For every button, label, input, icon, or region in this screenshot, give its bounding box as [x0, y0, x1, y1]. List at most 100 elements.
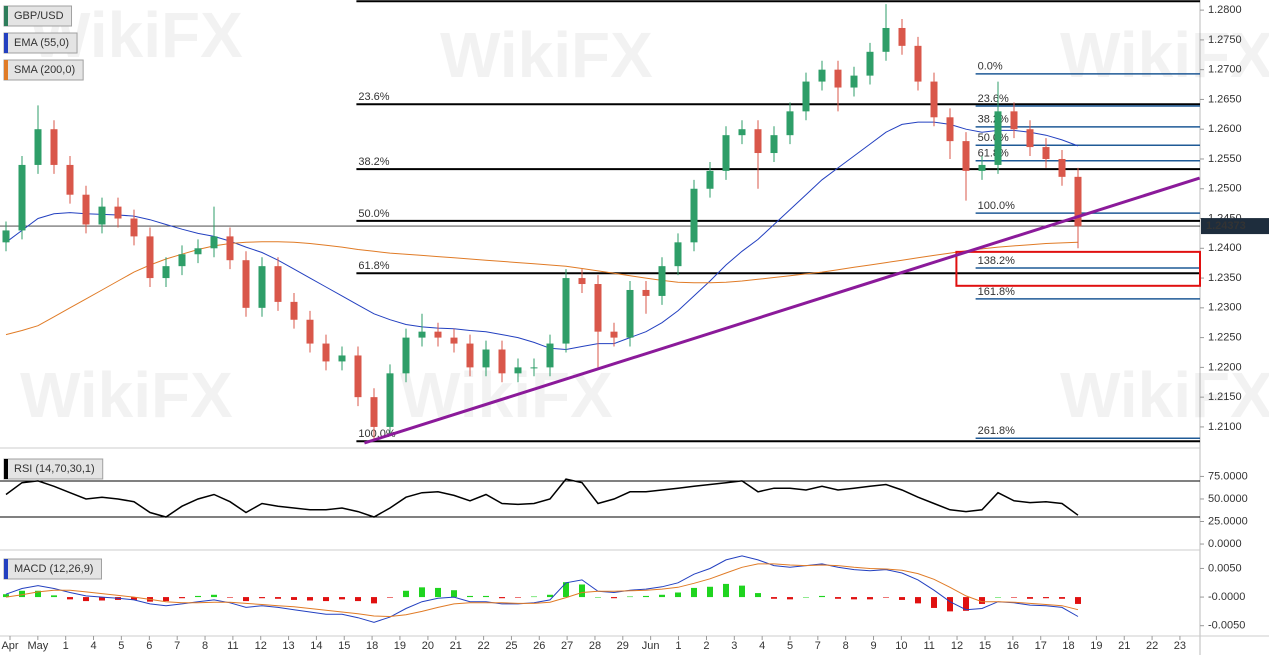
candle-body: [594, 284, 602, 332]
candle-body: [850, 75, 858, 88]
x-tick-label: May: [27, 640, 48, 652]
macd-histogram-bar: [659, 594, 665, 598]
macd-histogram-bar: [803, 597, 809, 598]
x-tick-label: 25: [505, 640, 517, 652]
legend-label: GBP/USD: [14, 10, 64, 22]
y-tick-label: 50.0000: [1208, 493, 1248, 505]
indicator-line: [5, 241, 1079, 336]
x-tick-label: 20: [422, 640, 434, 652]
watermark: WikiFX: [1060, 19, 1269, 91]
macd-histogram-bar: [867, 597, 873, 600]
x-tick-label: 28: [589, 640, 601, 652]
candle-body: [930, 81, 938, 118]
x-tick-label: 15: [338, 640, 350, 652]
candle-body: [162, 266, 170, 279]
y-tick-label: -0.0050: [1208, 620, 1245, 632]
y-tick-label: 1.2750: [1208, 34, 1242, 46]
candle-body: [82, 194, 90, 225]
candle-body: [242, 260, 250, 308]
x-tick-label: 5: [787, 640, 793, 652]
legend-label: MACD (12,26,9): [14, 563, 93, 575]
candle-body: [66, 164, 74, 195]
candle-body: [450, 337, 458, 344]
fib-label: 38.2%: [358, 156, 389, 168]
macd-histogram-bar: [243, 597, 249, 602]
x-tick-label: 18: [1062, 640, 1074, 652]
macd-histogram-bar: [371, 597, 377, 604]
macd-histogram-bar: [467, 595, 473, 598]
candle-body: [2, 230, 10, 243]
candle-body: [50, 129, 58, 165]
watermark: WikiFX: [1060, 359, 1269, 431]
y-tick-label: 1.2100: [1208, 421, 1242, 433]
macd-histogram-bar: [851, 597, 857, 600]
candle-body: [290, 301, 298, 320]
candle-body: [642, 289, 650, 296]
candle-body: [674, 242, 682, 267]
x-tick-label: 17: [1035, 640, 1047, 652]
y-tick-label: 1.2400: [1208, 242, 1242, 254]
macd-histogram-bar: [499, 597, 505, 599]
macd-histogram-bar: [1043, 597, 1049, 599]
macd-histogram-bar: [83, 597, 89, 602]
x-tick-label: 4: [759, 640, 765, 652]
candle-body: [306, 319, 314, 344]
candle-body: [898, 27, 906, 46]
macd-histogram-bar: [979, 597, 985, 604]
candle-body: [370, 397, 378, 427]
watermark: WikiFX: [20, 359, 233, 431]
macd-histogram-bar: [675, 592, 681, 598]
y-tick-label: 1.2700: [1208, 64, 1242, 76]
candle-body: [386, 373, 394, 427]
x-tick-label: 8: [202, 640, 208, 652]
macd-histogram-bar: [67, 597, 73, 600]
macd-histogram-bar: [483, 595, 489, 598]
macd-histogram-bar: [35, 590, 41, 598]
x-tick-label: 11: [227, 640, 238, 652]
macd-histogram-bar: [995, 597, 1001, 598]
fib-label: 138.2%: [978, 255, 1016, 267]
macd-histogram-bar: [211, 594, 217, 598]
y-tick-label: 1.2200: [1208, 361, 1242, 373]
macd-histogram-bar: [51, 595, 57, 598]
candle-body: [1010, 111, 1018, 130]
y-tick-label: 1.2500: [1208, 183, 1242, 195]
x-tick-label: Jun: [642, 640, 660, 652]
candle-body: [1074, 176, 1082, 227]
x-tick-label: 1: [675, 640, 681, 652]
candle-body: [690, 188, 698, 243]
x-tick-label: 13: [282, 640, 294, 652]
candle-body: [834, 69, 842, 88]
y-tick-label: 1.2550: [1208, 153, 1242, 165]
indicator-line: [5, 121, 1079, 351]
fib-label: 161.8%: [978, 286, 1016, 298]
fib-label: 0.0%: [978, 61, 1003, 73]
candle-body: [210, 236, 218, 249]
fib-label: 61.8%: [358, 260, 389, 272]
macd-histogram-bar: [355, 597, 361, 602]
candle-body: [498, 349, 506, 374]
candle-body: [962, 141, 970, 171]
candle-body: [402, 337, 410, 374]
x-tick-label: 23: [1174, 640, 1186, 652]
macd-histogram-bar: [707, 586, 713, 598]
candle-body: [706, 170, 714, 189]
macd-histogram-bar: [1027, 597, 1033, 599]
candle-body: [978, 164, 986, 171]
x-tick-label: 11: [923, 640, 934, 652]
candle-body: [34, 129, 42, 165]
macd-histogram-bar: [259, 597, 265, 599]
x-tick-label: 12: [951, 640, 963, 652]
candle-body: [514, 367, 522, 374]
macd-histogram-bar: [755, 593, 761, 598]
legend-swatch: [4, 459, 8, 479]
candle-body: [354, 355, 362, 398]
fib-label: 23.6%: [358, 91, 389, 103]
x-tick-label: Apr: [1, 640, 18, 652]
macd-histogram-bar: [883, 597, 889, 598]
macd-histogram-bar: [547, 594, 553, 598]
